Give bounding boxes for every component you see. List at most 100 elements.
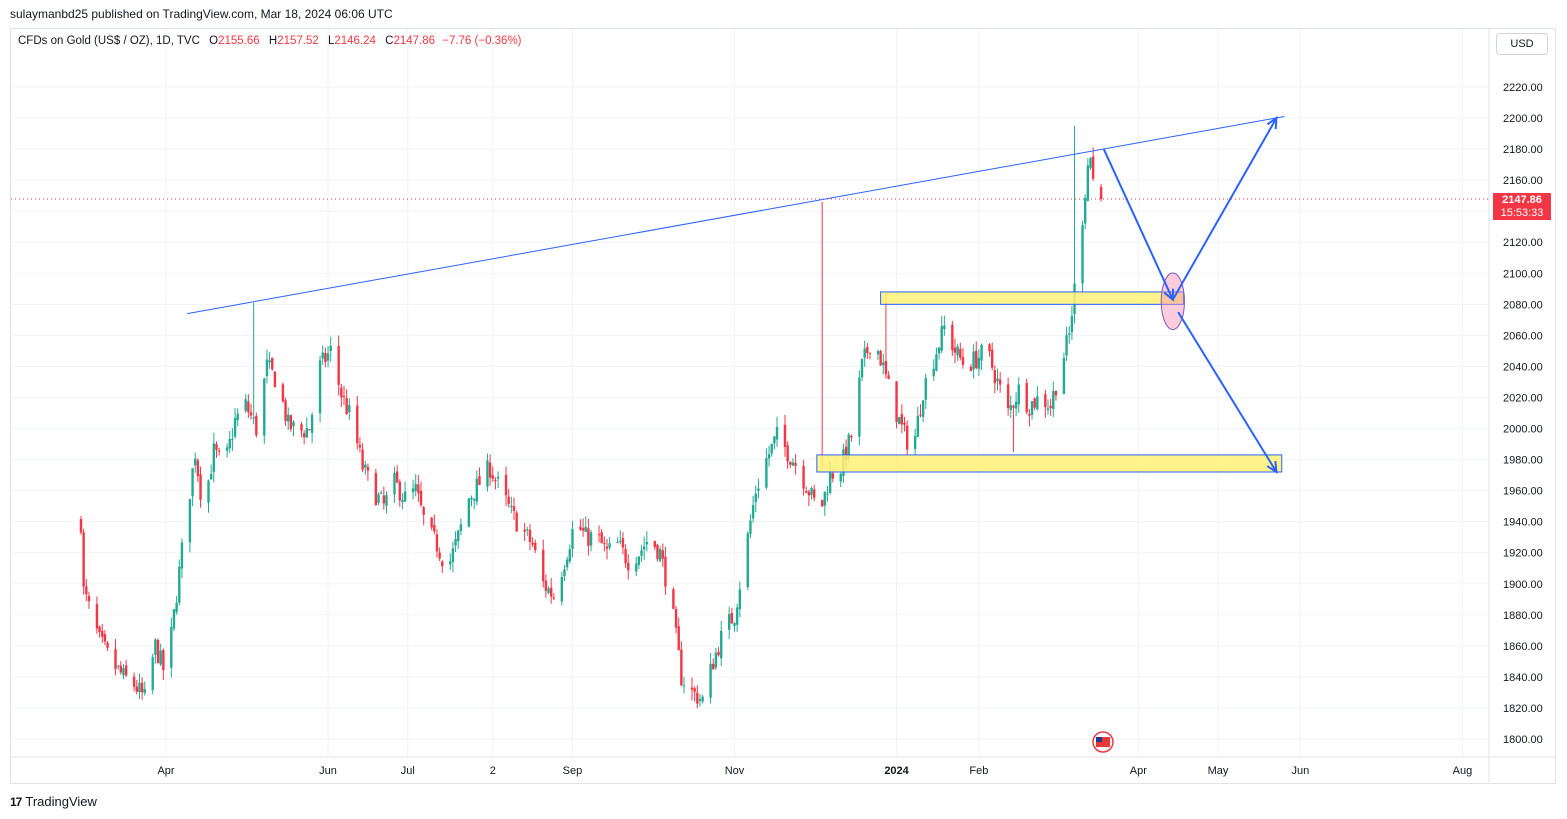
candle-body	[773, 436, 776, 444]
candle-body	[765, 458, 768, 488]
price-tick-label: 1820.00	[1503, 703, 1543, 715]
candle	[472, 498, 476, 510]
candle-body	[980, 344, 983, 361]
candle-body	[701, 696, 704, 702]
candle-body	[170, 627, 173, 668]
candle	[273, 370, 277, 388]
candle-body	[940, 326, 943, 351]
candle-body	[645, 541, 649, 545]
candle	[988, 343, 991, 357]
candle-body	[972, 351, 975, 370]
candle	[101, 623, 104, 643]
candle-body	[839, 473, 842, 482]
candle	[1068, 325, 1071, 344]
candle-body	[103, 634, 107, 642]
candle	[430, 516, 433, 531]
candle	[268, 352, 271, 369]
candle-body	[281, 384, 285, 402]
candle-body	[361, 449, 364, 470]
candle	[972, 344, 975, 379]
candle-body	[140, 682, 144, 693]
candles	[79, 125, 1103, 709]
candle-body	[496, 476, 500, 479]
candle	[385, 491, 388, 514]
candle	[233, 407, 237, 439]
candle	[457, 529, 460, 550]
candle-body	[581, 528, 585, 531]
candle	[882, 353, 885, 375]
candle-body	[937, 347, 941, 354]
candle-body	[82, 532, 85, 587]
time-tick-label: 2	[490, 765, 496, 777]
candle-body	[119, 665, 123, 673]
candle-body	[619, 540, 622, 542]
candle	[653, 540, 657, 551]
candle	[119, 661, 123, 675]
candle	[531, 537, 534, 548]
candle	[196, 458, 200, 483]
candle	[85, 578, 88, 602]
candle	[542, 539, 545, 588]
candle-body	[1065, 335, 1068, 356]
candle	[887, 371, 890, 380]
candle-body	[271, 357, 274, 370]
tradingview-logo[interactable]: 17 TradingView	[10, 794, 97, 809]
candle-body	[79, 519, 83, 533]
time-tick-label: Feb	[969, 765, 988, 777]
candle-body	[414, 483, 417, 491]
candle	[337, 335, 340, 396]
candle	[488, 454, 492, 486]
price-tick-label: 1880.00	[1503, 610, 1543, 622]
candle-body	[1052, 391, 1055, 410]
candle	[494, 477, 497, 490]
candle	[419, 481, 423, 508]
candle-body	[905, 425, 909, 450]
currency-button[interactable]: USD	[1496, 33, 1548, 55]
candle-body	[1033, 398, 1036, 408]
candle	[898, 416, 901, 425]
price-tick-label: 2220.00	[1503, 82, 1543, 94]
candle	[568, 544, 571, 564]
candle-body	[735, 607, 739, 625]
candle	[863, 340, 866, 367]
projection-arrow	[1171, 116, 1278, 301]
candle-body	[345, 398, 348, 414]
candle-body	[1081, 225, 1084, 284]
candle-body	[727, 614, 731, 630]
time-tick-label: Nov	[725, 765, 745, 777]
candle	[475, 470, 479, 506]
candle	[364, 460, 367, 476]
candle-body	[85, 586, 88, 595]
candle	[324, 347, 327, 368]
candle-body	[850, 435, 853, 438]
candle-body	[600, 532, 603, 544]
candle-body	[635, 563, 638, 572]
candle	[783, 414, 787, 457]
candle	[937, 346, 941, 360]
candle-body	[1054, 390, 1058, 396]
candle	[921, 399, 925, 422]
candle	[645, 531, 649, 552]
candle-body	[932, 368, 935, 377]
candle	[225, 443, 229, 458]
candle	[249, 403, 253, 420]
candle-body	[154, 639, 157, 655]
candle-body	[680, 649, 683, 686]
candle-body	[587, 528, 590, 546]
candle	[680, 641, 683, 687]
candle-body	[568, 549, 571, 562]
candle	[441, 560, 444, 574]
candle-body	[746, 533, 749, 588]
candle	[714, 647, 718, 670]
candle	[361, 443, 364, 473]
price-tick-label: 2200.00	[1503, 113, 1543, 125]
candle-body	[547, 588, 550, 593]
candle-body	[996, 378, 999, 382]
candle	[289, 414, 293, 432]
candle	[114, 638, 117, 676]
flag-stripes	[1096, 737, 1110, 747]
candle	[308, 429, 311, 431]
candle-body	[616, 542, 619, 544]
candle-body	[337, 346, 340, 385]
